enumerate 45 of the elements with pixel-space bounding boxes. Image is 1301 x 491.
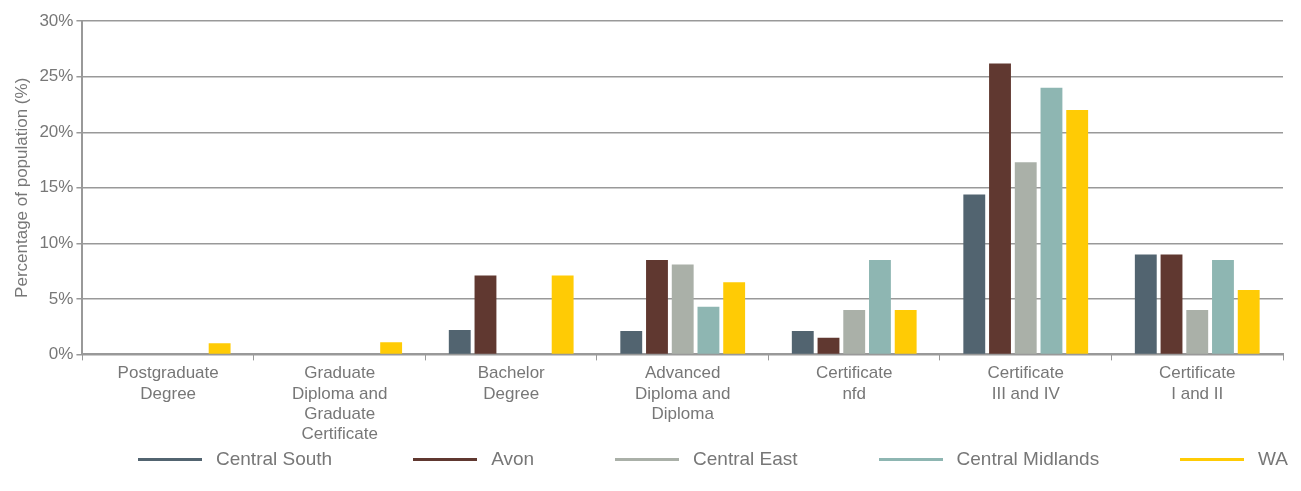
bar (1186, 309, 1209, 354)
bar (1040, 87, 1063, 354)
bar (697, 306, 720, 354)
y-tick-label: 30% (39, 10, 74, 30)
y-tick-label: 5% (48, 288, 74, 308)
bar (791, 331, 814, 354)
bar (1134, 254, 1157, 354)
bar (551, 275, 574, 354)
bar (671, 264, 694, 354)
bar (208, 343, 231, 354)
bar (817, 337, 840, 354)
legend-label: Central South (216, 448, 333, 470)
bar (646, 259, 668, 354)
bar (474, 275, 497, 354)
bar (448, 329, 471, 354)
bar (869, 259, 891, 354)
legend-label: Central Midlands (956, 448, 1100, 470)
legend-label: WA (1258, 448, 1288, 470)
x-tick-label: Advanced Diploma and Diploma (634, 363, 731, 424)
x-tick-label: Graduate Diploma and Graduate Certificate (291, 363, 388, 444)
x-tick-label: Certificate III and IV (987, 363, 1064, 403)
x-tick-label: Bachelor Degree (477, 363, 546, 403)
y-axis-title: Percentage of population (%) (11, 77, 31, 298)
legend-label: Central East (693, 448, 798, 470)
bar (894, 309, 917, 354)
bar (723, 282, 746, 354)
x-tick-label: Certificate I and II (1158, 363, 1236, 403)
bar (1066, 110, 1089, 354)
legend-label: Avon (491, 448, 535, 470)
bar (843, 309, 866, 354)
bar (1160, 254, 1183, 354)
bar (620, 331, 643, 354)
bar (989, 63, 1011, 354)
bar (963, 194, 986, 354)
y-tick-label: 20% (39, 121, 74, 141)
bar (380, 342, 403, 354)
bar (1014, 162, 1037, 354)
bar (1212, 259, 1234, 354)
bar (1237, 289, 1260, 354)
x-tick-label: Certificate nfd (815, 363, 893, 403)
y-tick-label: 0% (48, 344, 74, 364)
x-tick-label: Postgraduate Degree (117, 363, 219, 403)
y-tick-label: 10% (39, 233, 74, 253)
y-tick-label: 15% (39, 177, 74, 197)
y-tick-label: 25% (39, 66, 74, 86)
